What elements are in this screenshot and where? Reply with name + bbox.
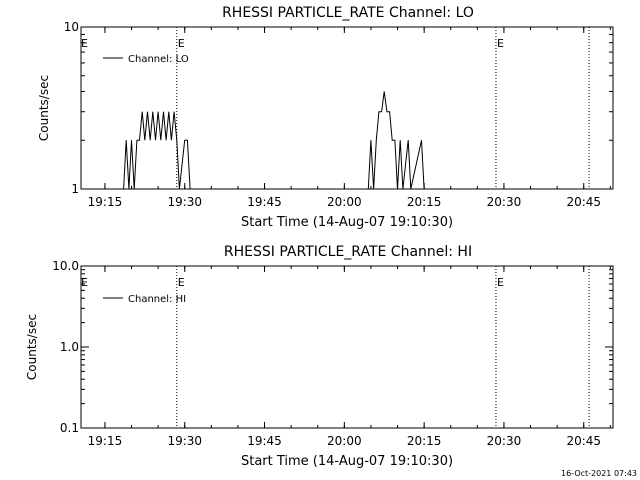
x-tick-label: 20:00 <box>327 195 362 209</box>
panel-lo: RHESSI PARTICLE_RATE Channel: LO 1 10 19:… <box>37 5 614 230</box>
x-tick-label: 19:30 <box>167 195 202 209</box>
event-marker: E <box>497 37 504 50</box>
event-marker: E <box>178 276 185 289</box>
y-axis-label: Counts/sec <box>25 314 39 380</box>
x-tick-label: 20:15 <box>407 434 442 448</box>
footer-timestamp: 16-Oct-2021 07:43 <box>561 469 637 478</box>
legend-label: Channel: LO <box>128 54 189 65</box>
x-tick-label: 20:00 <box>327 434 362 448</box>
x-tick-label: 20:45 <box>566 434 601 448</box>
left-marker: E <box>81 276 88 289</box>
y-tick-label: 0.1 <box>60 421 79 435</box>
legend-label: Channel: HI <box>128 294 186 305</box>
y-tick-label: 10.0 <box>52 259 79 273</box>
x-tick-label: 20:30 <box>487 195 522 209</box>
plot-frame <box>80 265 614 429</box>
x-tick-label: 20:30 <box>487 434 522 448</box>
y-tick-label: 1.0 <box>60 340 79 354</box>
x-tick-label: 19:15 <box>88 195 123 209</box>
panel-hi: RHESSI PARTICLE_RATE Channel: HI 0.1 1.0 1… <box>25 244 614 469</box>
y-tick-label: 10 <box>64 20 79 34</box>
x-axis-label: Start Time (14-Aug-07 19:10:30) <box>241 215 453 230</box>
event-marker: E <box>497 276 504 289</box>
x-tick-label: 19:30 <box>167 434 202 448</box>
series-line-lo <box>81 91 613 190</box>
y-tick-label: 1 <box>71 182 79 196</box>
y-axis-label: Counts/sec <box>37 75 51 141</box>
x-tick-label: 20:15 <box>407 195 442 209</box>
event-marker: E <box>178 37 185 50</box>
chart-title: RHESSI PARTICLE_RATE Channel: HI <box>224 244 472 260</box>
plot-frame <box>80 26 614 190</box>
chart-title: RHESSI PARTICLE_RATE Channel: LO <box>222 5 474 21</box>
x-tick-label: 20:45 <box>566 195 601 209</box>
x-tick-label: 19:45 <box>247 434 282 448</box>
left-marker: E <box>81 37 88 50</box>
x-tick-label: 19:45 <box>247 195 282 209</box>
x-axis-label: Start Time (14-Aug-07 19:10:30) <box>241 454 453 469</box>
x-tick-label: 19:15 <box>88 434 123 448</box>
